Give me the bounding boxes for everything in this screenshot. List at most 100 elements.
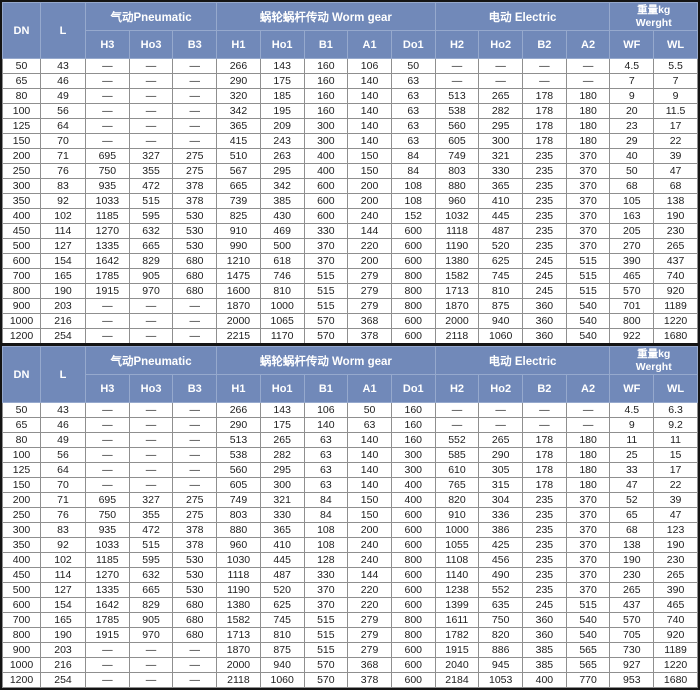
cell: 540 (565, 328, 611, 345)
group-header-electric: 电动 Electric (434, 2, 611, 31)
col-header-ho1: Ho1 (259, 374, 305, 403)
cell: 68 (609, 178, 655, 194)
group-header-pneumatic: 气动Pneumatic (84, 346, 218, 375)
cell: — (478, 73, 524, 89)
cell: — (128, 447, 174, 463)
cell: 1140 (434, 567, 480, 583)
cell: 465 (653, 597, 698, 613)
cell: 585 (434, 447, 480, 463)
dimension-table-bottom: DN L 气动Pneumatic 蜗轮蜗杆传动 Worm gear 电动 Ele… (2, 346, 698, 688)
cell: — (85, 118, 130, 134)
cell: 540 (565, 612, 611, 628)
cell: 140 (347, 477, 392, 493)
cell: 235 (522, 193, 567, 209)
cell: — (128, 328, 174, 345)
cell: 378 (347, 672, 392, 688)
cell: 1335 (85, 582, 130, 598)
cell: 800 (2, 627, 41, 643)
cell: — (172, 133, 218, 149)
cell: 64 (40, 118, 86, 134)
cell: 1189 (653, 298, 698, 314)
cell: — (128, 672, 174, 688)
col-header-wf: WF (609, 30, 655, 59)
cell: 530 (172, 223, 218, 239)
cell: 290 (478, 447, 524, 463)
cell: 240 (347, 208, 392, 224)
cell: 370 (565, 208, 611, 224)
cell: 123 (653, 522, 698, 538)
cell: 2118 (216, 672, 261, 688)
cell: 365 (216, 118, 261, 134)
cell: — (478, 58, 524, 74)
cell: 600 (390, 313, 436, 329)
cell: 63 (303, 447, 349, 463)
cell: 368 (347, 313, 392, 329)
cell: 560 (434, 118, 480, 134)
cell: 825 (216, 208, 261, 224)
cell: 7 (653, 73, 698, 89)
cell: 900 (2, 642, 41, 658)
cell: 1220 (653, 313, 698, 329)
cell: 600 (390, 223, 436, 239)
cell: 1475 (216, 268, 261, 284)
cell: 76 (40, 507, 86, 523)
weight-label-cn: 重量kg (637, 3, 671, 16)
cell: 154 (40, 253, 86, 269)
col-header-b1: B1 (303, 374, 349, 403)
cell: 150 (2, 133, 41, 149)
cell: 1060 (259, 672, 305, 688)
cell: 70 (40, 133, 86, 149)
cell: 300 (390, 462, 436, 478)
cell: 600 (390, 657, 436, 673)
cell: 160 (303, 103, 349, 119)
cell: 50 (390, 58, 436, 74)
cell: 400 (390, 477, 436, 493)
cell: 178 (522, 477, 567, 493)
cell: 1000 (259, 298, 305, 314)
cell: 750 (85, 507, 130, 523)
cell: 235 (522, 148, 567, 164)
table-header: DN L 气动Pneumatic 蜗轮蜗杆传动 Worm gear 电动 Ele… (2, 2, 698, 59)
cell: 127 (40, 238, 86, 254)
cell: 83 (40, 178, 86, 194)
cell: 1785 (85, 612, 130, 628)
cell: 810 (478, 283, 524, 299)
cell: 304 (478, 492, 524, 508)
cell: 1200 (2, 328, 41, 345)
cell: 180 (565, 103, 611, 119)
cell: 800 (390, 268, 436, 284)
cell: 2184 (434, 672, 480, 688)
cell: 618 (259, 253, 305, 269)
cell: 1210 (216, 253, 261, 269)
cell: 71 (40, 492, 86, 508)
cell: 920 (653, 627, 698, 643)
cell: — (172, 88, 218, 104)
cell: 595 (128, 208, 174, 224)
cell: 700 (2, 612, 41, 628)
cell: 84 (303, 492, 349, 508)
cell: — (172, 298, 218, 314)
cell: 160 (390, 417, 436, 433)
cell: 1065 (259, 313, 305, 329)
cell: 83 (40, 522, 86, 538)
cell: 665 (216, 178, 261, 194)
cell: 515 (565, 253, 611, 269)
col-header-b3: B3 (172, 374, 218, 403)
cell: 300 (259, 477, 305, 493)
cell: 1220 (653, 657, 698, 673)
cell: 1060 (478, 328, 524, 345)
cell: — (172, 402, 218, 418)
col-header-b2: B2 (522, 30, 567, 59)
cell: 695 (85, 492, 130, 508)
cell: 245 (522, 253, 567, 269)
cell: — (85, 447, 130, 463)
cell: 749 (216, 492, 261, 508)
cell: 370 (565, 537, 611, 553)
cell: 1238 (434, 582, 480, 598)
cell: 1190 (216, 582, 261, 598)
cell: 600 (2, 597, 41, 613)
cell: 1915 (434, 642, 480, 658)
cell: 84 (303, 507, 349, 523)
cell: 321 (259, 492, 305, 508)
cell: 370 (565, 223, 611, 239)
